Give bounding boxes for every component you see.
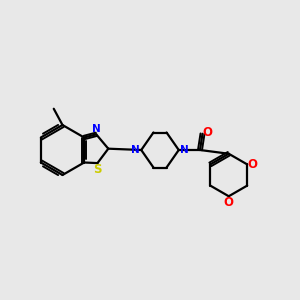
Text: N: N [92, 124, 100, 134]
Text: S: S [93, 163, 102, 176]
Text: N: N [131, 145, 140, 155]
Text: O: O [248, 158, 258, 171]
Text: N: N [180, 145, 189, 155]
Text: O: O [224, 196, 234, 209]
Text: O: O [202, 126, 212, 139]
